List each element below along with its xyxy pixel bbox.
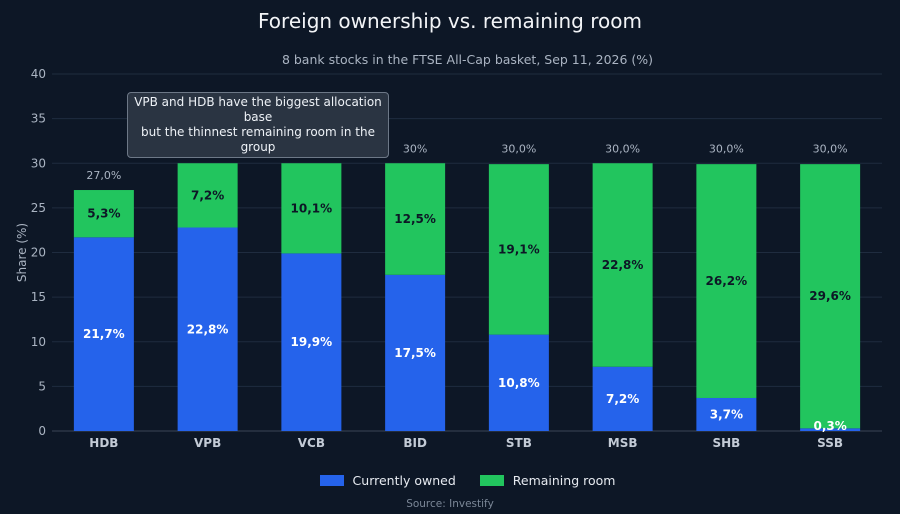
data-label-remaining: 22,8% (602, 258, 644, 272)
data-label-owned: 19,9% (291, 335, 333, 349)
legend-swatch-remaining (479, 475, 504, 486)
x-tick-label: SHB (712, 436, 740, 450)
data-label-remaining: 12,5% (394, 212, 436, 226)
bar-owned-shb (696, 397, 757, 431)
y-tick-label: 0 (38, 424, 46, 438)
y-tick-label: 35 (31, 112, 46, 126)
y-tick-label: 40 (31, 67, 46, 81)
bar-owned-ssb (800, 428, 861, 431)
bar-owned-stb (488, 334, 549, 431)
total-label: 30,0% (501, 142, 536, 155)
annotation-line-1: VPB and HDB have the biggest allocation … (134, 95, 382, 124)
bar-remaining-vcb (281, 163, 342, 254)
total-label: 30% (403, 142, 427, 155)
annotation-line-2: but the thinnest remaining room in the g… (141, 125, 375, 154)
data-label-owned: 21,7% (83, 327, 125, 341)
y-tick-label: 5 (38, 379, 46, 393)
bar-owned-bid (385, 274, 446, 431)
bar-remaining-stb (488, 164, 549, 335)
data-label-owned: 7,2% (606, 392, 639, 406)
y-tick-label: 10 (31, 335, 46, 349)
annotation-box: VPB and HDB have the biggest allocation … (127, 92, 389, 158)
chart-subtitle: 8 bank stocks in the FTSE All-Cap basket… (281, 52, 654, 67)
x-tick-label: HDB (89, 436, 118, 450)
legend-item-remaining[interactable]: Remaining room (479, 473, 616, 488)
legend-swatch-owned (319, 475, 344, 486)
total-label: 27,0% (86, 169, 121, 182)
bar-remaining-ssb (800, 164, 861, 429)
data-label-remaining: 29,6% (809, 289, 851, 303)
legend-label-owned: Currently owned (352, 473, 456, 488)
bar-remaining-shb (696, 164, 757, 398)
bar-remaining-msb (592, 163, 653, 367)
data-label-remaining: 19,1% (498, 242, 540, 256)
source-note: Source: Investify (406, 498, 494, 510)
bar-owned-msb (592, 366, 653, 431)
data-label-owned: 22,8% (187, 322, 229, 336)
total-label: 30,0% (709, 142, 744, 155)
bar-remaining-hdb (73, 190, 134, 238)
y-tick-label: 25 (31, 201, 46, 215)
x-tick-label: BID (403, 436, 427, 450)
y-tick-label: 20 (31, 246, 46, 260)
data-label-owned: 10,8% (498, 376, 540, 390)
y-tick-label: 15 (31, 290, 46, 304)
data-label-owned: 0,3% (813, 419, 846, 433)
x-tick-label: VPB (194, 436, 221, 450)
bar-owned-hdb (73, 237, 134, 431)
data-label-remaining: 10,1% (291, 201, 333, 215)
data-label-remaining: 7,2% (191, 188, 224, 202)
bar-remaining-vpb (177, 163, 238, 228)
total-label: 30,0% (813, 142, 848, 155)
bar-owned-vpb (177, 227, 238, 431)
x-tick-label: MSB (608, 436, 638, 450)
x-tick-label: VCB (298, 436, 325, 450)
x-tick-label: STB (506, 436, 532, 450)
data-label-remaining: 26,2% (706, 274, 748, 288)
y-tick-label: 30 (31, 156, 46, 170)
x-tick-label: SSB (817, 436, 843, 450)
total-label: 30,0% (605, 142, 640, 155)
data-label-owned: 17,5% (394, 346, 436, 360)
chart-title: Foreign ownership vs. remaining room (258, 9, 642, 33)
y-axis-label: Share (%) (15, 223, 29, 282)
bar-remaining-bid (385, 163, 446, 275)
bar-owned-vcb (281, 253, 342, 431)
data-label-remaining: 5,3% (87, 207, 120, 221)
legend-label-remaining: Remaining room (512, 473, 616, 488)
data-label-owned: 3,7% (710, 407, 743, 421)
legend-item-owned[interactable]: Currently owned (319, 473, 456, 488)
legend: Currently owned Remaining room (0, 473, 900, 488)
